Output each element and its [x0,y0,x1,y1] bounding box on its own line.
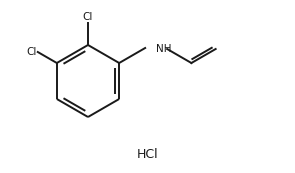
Text: HCl: HCl [137,148,158,162]
Text: NH: NH [156,44,172,54]
Text: Cl: Cl [83,12,93,22]
Text: Cl: Cl [26,47,37,57]
